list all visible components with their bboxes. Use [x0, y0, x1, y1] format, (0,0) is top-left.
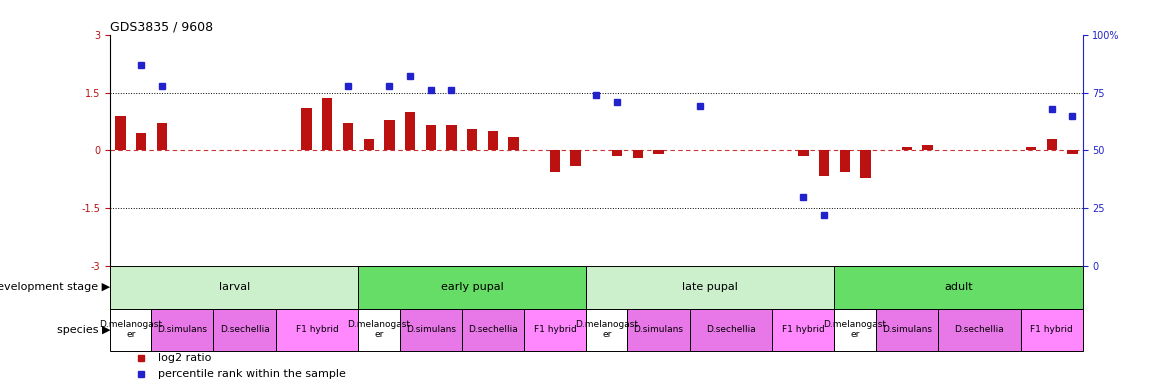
- Bar: [110, 266, 358, 308]
- Bar: [446, 125, 456, 151]
- Bar: [110, 308, 152, 351]
- Text: F1 hybrid: F1 hybrid: [1031, 325, 1073, 334]
- Bar: [358, 308, 400, 351]
- Text: GDS3835 / 9608: GDS3835 / 9608: [110, 20, 213, 33]
- Text: species ▶: species ▶: [57, 324, 110, 334]
- Bar: [922, 145, 932, 151]
- Bar: [276, 308, 358, 351]
- Bar: [1026, 147, 1036, 151]
- Bar: [322, 98, 332, 151]
- Text: larval: larval: [219, 283, 250, 293]
- Bar: [115, 116, 125, 151]
- Bar: [902, 147, 913, 151]
- Bar: [213, 308, 276, 351]
- Bar: [405, 112, 416, 151]
- Text: D.sechellia: D.sechellia: [220, 325, 270, 334]
- Text: D.simulans: D.simulans: [157, 325, 207, 334]
- Bar: [508, 137, 519, 151]
- Text: D.simulans: D.simulans: [405, 325, 456, 334]
- Text: early pupal: early pupal: [441, 283, 504, 293]
- Bar: [152, 308, 213, 351]
- Text: D.sechellia: D.sechellia: [468, 325, 518, 334]
- Bar: [689, 308, 772, 351]
- Bar: [1068, 151, 1078, 154]
- Text: D.melanogast
er: D.melanogast er: [347, 320, 411, 339]
- Text: F1 hybrid: F1 hybrid: [782, 325, 824, 334]
- Bar: [488, 131, 498, 151]
- Bar: [426, 125, 435, 151]
- Text: D.simulans: D.simulans: [881, 325, 932, 334]
- Text: percentile rank within the sample: percentile rank within the sample: [157, 369, 345, 379]
- Bar: [1020, 308, 1083, 351]
- Text: F1 hybrid: F1 hybrid: [295, 325, 338, 334]
- Bar: [571, 151, 581, 166]
- Bar: [384, 119, 395, 151]
- Text: D.melanogast
er: D.melanogast er: [576, 320, 638, 339]
- Bar: [875, 308, 938, 351]
- Bar: [653, 151, 664, 154]
- Bar: [632, 151, 643, 158]
- Bar: [860, 151, 871, 177]
- Bar: [301, 108, 312, 151]
- Bar: [400, 308, 462, 351]
- Bar: [156, 123, 167, 151]
- Bar: [611, 151, 622, 156]
- Bar: [938, 308, 1020, 351]
- Text: adult: adult: [944, 283, 973, 293]
- Bar: [840, 151, 850, 172]
- Text: D.melanogast
er: D.melanogast er: [823, 320, 887, 339]
- Bar: [364, 139, 374, 151]
- Bar: [343, 123, 353, 151]
- Text: log2 ratio: log2 ratio: [157, 353, 211, 363]
- Bar: [586, 308, 628, 351]
- Text: D.sechellia: D.sechellia: [954, 325, 1004, 334]
- Bar: [586, 266, 835, 308]
- Bar: [462, 308, 523, 351]
- Text: D.sechellia: D.sechellia: [706, 325, 756, 334]
- Bar: [467, 129, 477, 151]
- Bar: [523, 308, 586, 351]
- Text: D.simulans: D.simulans: [633, 325, 683, 334]
- Bar: [550, 151, 560, 172]
- Bar: [135, 133, 146, 151]
- Bar: [798, 151, 808, 156]
- Bar: [358, 266, 586, 308]
- Text: development stage ▶: development stage ▶: [0, 283, 110, 293]
- Bar: [819, 151, 829, 175]
- Bar: [628, 308, 689, 351]
- Bar: [1047, 139, 1057, 151]
- Bar: [835, 308, 875, 351]
- Text: D.melanogast
er: D.melanogast er: [100, 320, 162, 339]
- Text: late pupal: late pupal: [682, 283, 738, 293]
- Text: F1 hybrid: F1 hybrid: [534, 325, 577, 334]
- Bar: [835, 266, 1083, 308]
- Bar: [772, 308, 835, 351]
